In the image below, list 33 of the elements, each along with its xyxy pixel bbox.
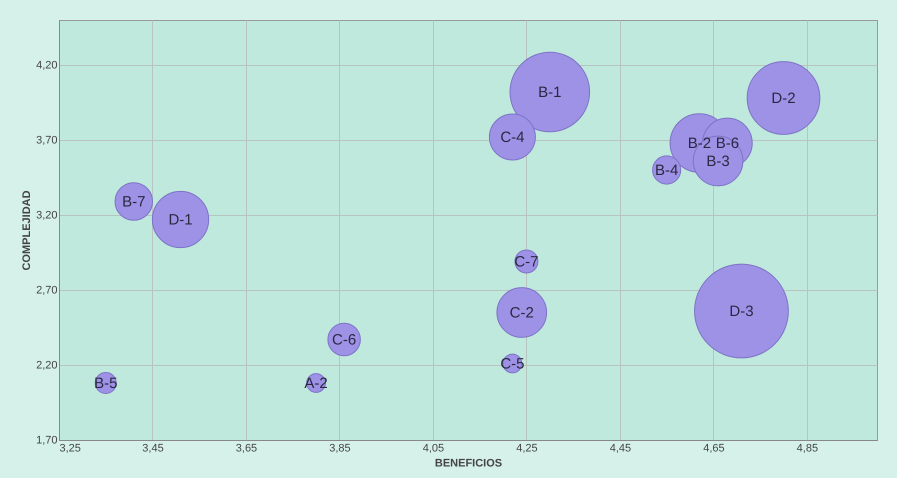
annotation: B-2 <box>688 135 712 152</box>
y-tick-label: 2,20 <box>36 360 58 372</box>
annotation: A-2 <box>304 375 328 392</box>
x-tick-label: 3,25 <box>60 442 81 454</box>
annotation: C-5 <box>500 356 524 372</box>
annotation: D-1 <box>168 212 193 228</box>
annotation: B-7 <box>122 194 146 210</box>
x-tick-label: 3,45 <box>142 442 164 454</box>
x-axis-title: BENEFICIOS <box>434 458 502 470</box>
y-tick-label: 3,70 <box>36 134 58 146</box>
annotation: D-3 <box>729 303 754 320</box>
annotation: C-2 <box>510 304 534 322</box>
annotation: D-2 <box>771 90 796 107</box>
x-tick-label: 4,05 <box>422 442 444 454</box>
annotation: B-6 <box>716 135 740 152</box>
x-tick-label: 4,25 <box>516 442 538 454</box>
annotation: B-4 <box>654 162 678 179</box>
y-tick-label: 1,70 <box>36 434 58 446</box>
x-tick-label: 4,85 <box>796 442 818 454</box>
annotation: B-3 <box>706 153 730 170</box>
y-tick-label: 2,70 <box>36 284 58 296</box>
x-tick-label: 4,65 <box>703 442 725 454</box>
y-tick-label: 3,20 <box>36 210 58 222</box>
x-tick-label: 3,65 <box>236 442 258 454</box>
annotation: C-6 <box>332 332 356 348</box>
annotation: C-7 <box>514 254 539 270</box>
annotation: C-4 <box>500 129 524 146</box>
y-axis-title: COMPLEJIDAD <box>21 190 34 271</box>
annotation: B-1 <box>538 84 562 101</box>
x-tick-label: 4,45 <box>610 442 632 454</box>
annotation: B-5 <box>94 375 118 392</box>
x-tick-label: 3,85 <box>329 442 351 454</box>
y-tick-label: 4,20 <box>36 60 58 72</box>
